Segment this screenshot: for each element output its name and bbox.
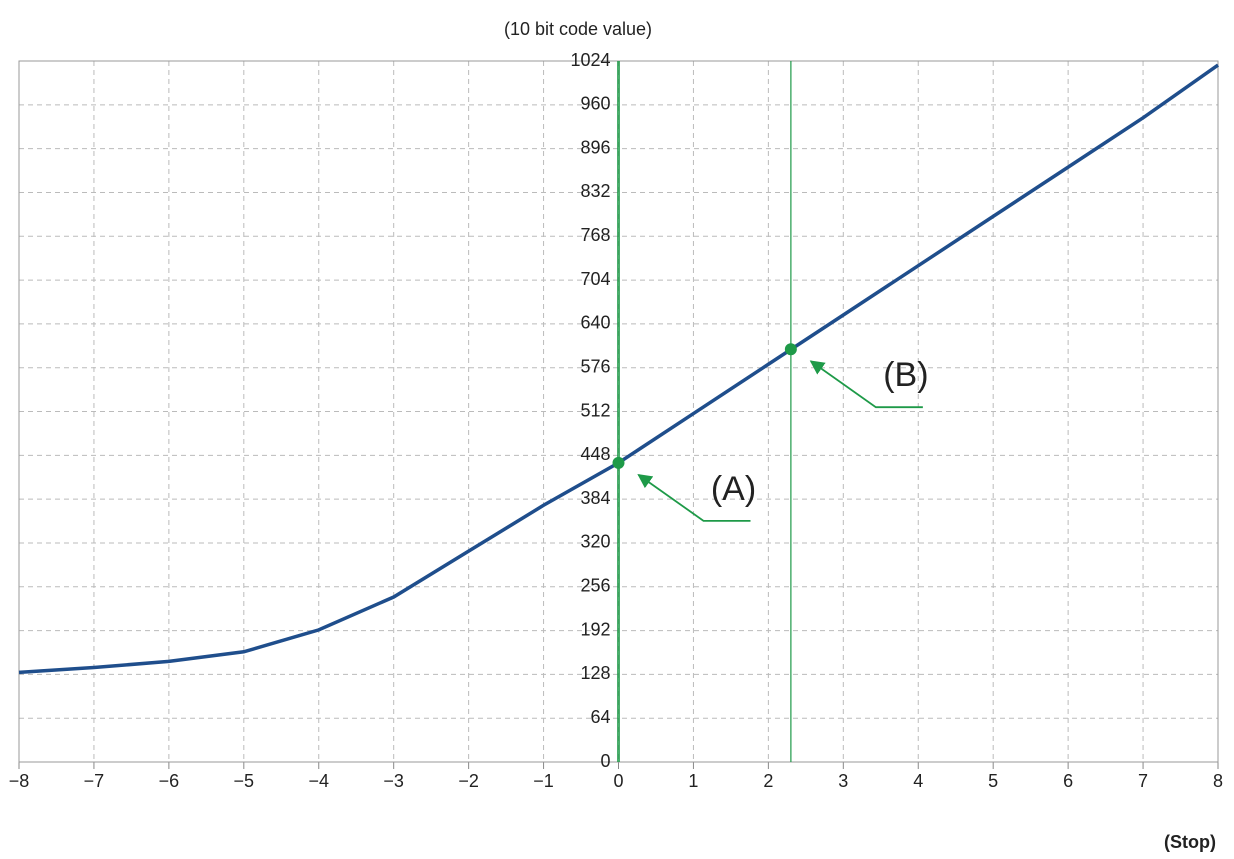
y-tick-label: 832 [580,181,610,201]
x-tick-label: 1 [688,771,698,791]
x-tick-label: −8 [9,771,30,791]
x-tick-label: 3 [838,771,848,791]
y-tick-label: 256 [580,576,610,596]
x-tick-label: −1 [533,771,554,791]
y-tick-label: 128 [580,663,610,683]
x-tick-label: −3 [383,771,404,791]
annotation: (B) [883,356,928,394]
annotation-arrow [637,474,751,522]
y-tick-label: 1024 [570,50,610,70]
y-tick-label: 448 [580,444,610,464]
x-tick-label: −7 [84,771,105,791]
annotation: (A) [711,470,756,508]
point [784,343,797,356]
x-tick-label: 5 [988,771,998,791]
y-tick-label: 768 [580,225,610,245]
y-tick-label: 704 [580,269,610,289]
y-tick-label: 960 [580,94,610,114]
x-tick-label: 0 [613,771,623,791]
y-axis-label: (10 bit code value) [504,19,652,39]
y-tick-label: 0 [600,751,610,771]
x-tick-label: 7 [1138,771,1148,791]
annotation-arrow [809,360,923,409]
x-tick-label: −6 [159,771,180,791]
y-tick-label: 576 [580,356,610,376]
x-tick-label: 2 [763,771,773,791]
y-tick-label: 192 [580,619,610,639]
x-tick-label: 8 [1213,771,1223,791]
y-tick-label: 384 [580,488,610,508]
y-tick-label: 640 [580,313,610,333]
x-tick-label: 4 [913,771,923,791]
y-tick-label: 896 [580,137,610,157]
y-tick-label: 64 [590,707,610,727]
x-axis-label: (Stop) [1164,832,1216,852]
x-tick-label: −2 [458,771,479,791]
point [612,456,625,469]
x-tick-label: 6 [1063,771,1073,791]
y-tick-label: 320 [580,532,610,552]
y-tick-label: 512 [580,400,610,420]
x-tick-label: −4 [308,771,329,791]
x-tick-label: −5 [234,771,255,791]
